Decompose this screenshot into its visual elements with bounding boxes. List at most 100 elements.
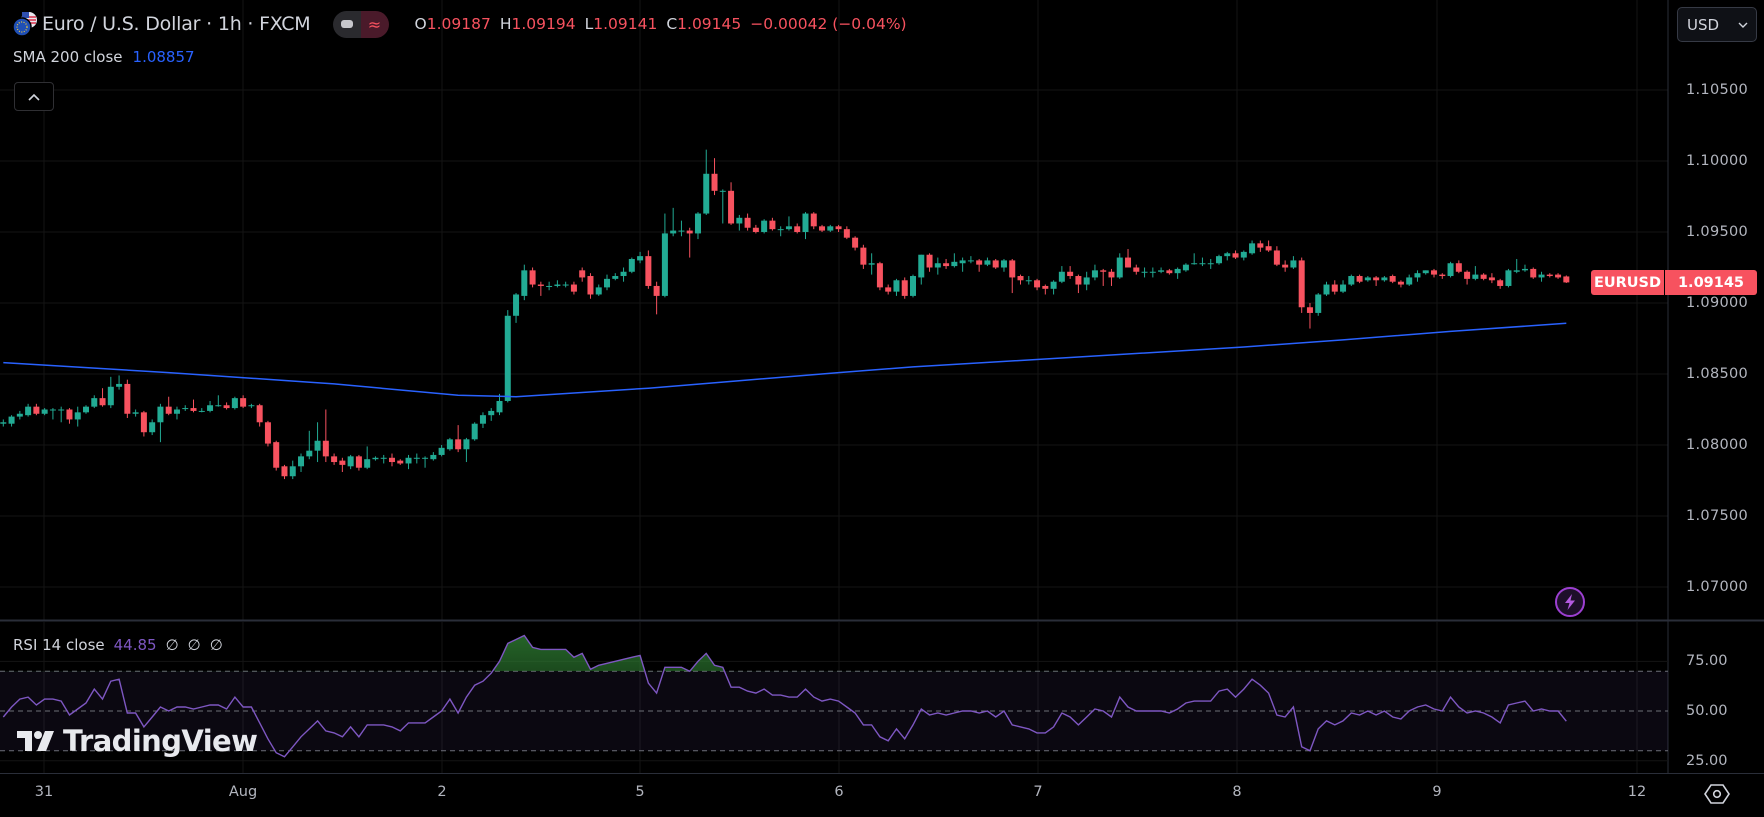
candle (215, 395, 222, 407)
candle (951, 253, 958, 268)
candle (670, 207, 677, 237)
symbol-title[interactable]: Euro / U.S. Dollar · 1h · FXCM (42, 13, 311, 35)
price-tick-label: 1.10500 (1686, 82, 1749, 98)
candle (1563, 275, 1570, 283)
candle (694, 212, 701, 240)
candle-body (41, 409, 48, 414)
eu-us-flag-icon (12, 12, 37, 37)
candle (810, 212, 817, 230)
candle-body (827, 226, 834, 231)
candle (761, 219, 768, 234)
candle-body (1406, 277, 1413, 285)
low-label: L (584, 15, 594, 33)
collapse-legend-button[interactable] (14, 82, 54, 111)
candle (1455, 260, 1462, 274)
high-value: 1.09194 (511, 15, 576, 33)
candle (1381, 276, 1388, 282)
settings-icon[interactable] (1704, 782, 1730, 806)
candle-body (240, 398, 247, 407)
tradingview-logo-icon (17, 731, 54, 751)
candle-body (331, 456, 338, 463)
sma-legend[interactable]: SMA 200 close 1.08857 (13, 48, 195, 66)
candle-body (99, 398, 106, 406)
candle (827, 224, 834, 232)
candle-body (785, 226, 792, 230)
candle (372, 456, 379, 461)
candle (546, 281, 553, 291)
candle (99, 388, 106, 407)
candle-body (397, 460, 404, 464)
candle-body (901, 280, 908, 296)
candle-body (165, 406, 172, 414)
rsi-pane[interactable] (0, 622, 1764, 774)
candle-body (612, 276, 619, 279)
symbol-legend: Euro / U.S. Dollar · 1h · FXCM ≈ O 1.0918… (12, 8, 916, 40)
candle-body (653, 285, 660, 296)
open-label: O (414, 15, 427, 33)
data-delayed-icon[interactable]: ≈ (360, 10, 389, 38)
candle (66, 408, 73, 424)
candle-body (116, 383, 123, 387)
candle-body (885, 287, 892, 292)
candle (628, 257, 635, 274)
candle (604, 274, 611, 291)
rsi-label: RSI 14 close (13, 636, 105, 654)
candle-body (893, 280, 900, 292)
candle (107, 376, 114, 409)
candle-body (273, 442, 280, 468)
market-status-pill[interactable]: ≈ (332, 10, 389, 38)
candle (182, 405, 189, 411)
candle (1207, 258, 1214, 269)
candle-body (959, 260, 966, 264)
candle-body (1513, 270, 1520, 272)
candle-body (976, 260, 983, 265)
candle-body (529, 270, 536, 285)
candle (1116, 253, 1123, 279)
candle (959, 257, 966, 272)
rsi-extra-2: ∅ (187, 636, 201, 654)
candle (554, 280, 561, 288)
candle (612, 273, 619, 281)
candle-body (1199, 263, 1206, 265)
lightning-icon[interactable] (1554, 586, 1586, 618)
price-tick-label: 1.08000 (1686, 437, 1749, 453)
price-tick-label: 1.07000 (1686, 579, 1749, 595)
candle (513, 293, 520, 323)
candle (686, 227, 693, 258)
candle-body (1116, 257, 1123, 278)
market-closed-icon[interactable] (332, 10, 361, 38)
candle (1373, 276, 1380, 286)
currency-dropdown[interactable]: USD (1677, 7, 1757, 42)
candle (479, 412, 486, 428)
candle (1215, 254, 1222, 265)
price-chart-pane[interactable] (0, 0, 1764, 622)
candle (289, 460, 296, 480)
candle (1422, 270, 1429, 275)
candle (579, 267, 586, 282)
candle-body (1017, 276, 1024, 281)
candle-body (1042, 285, 1049, 289)
candle-body (1257, 243, 1264, 248)
candle (413, 453, 420, 464)
candle (1017, 274, 1024, 285)
candle-body (1125, 257, 1132, 268)
candle-body (413, 457, 420, 459)
rsi-line (2, 634, 1567, 758)
candle-body (744, 217, 751, 228)
candle-body (1141, 271, 1148, 273)
candle (537, 281, 544, 296)
candle (1439, 273, 1446, 279)
candle-body (1530, 268, 1537, 278)
candle (843, 226, 850, 240)
candle (570, 281, 577, 295)
candle-body (1563, 276, 1570, 283)
candle (504, 310, 511, 403)
candle-body (752, 227, 759, 232)
rsi-legend[interactable]: RSI 14 close 44.85 ∅ ∅ ∅ (13, 636, 223, 654)
candle-body (1323, 284, 1330, 295)
candle-body (645, 256, 652, 286)
candle (430, 452, 437, 461)
candle-body (1480, 274, 1487, 279)
candle-body (231, 398, 238, 409)
candle-body (190, 408, 197, 411)
